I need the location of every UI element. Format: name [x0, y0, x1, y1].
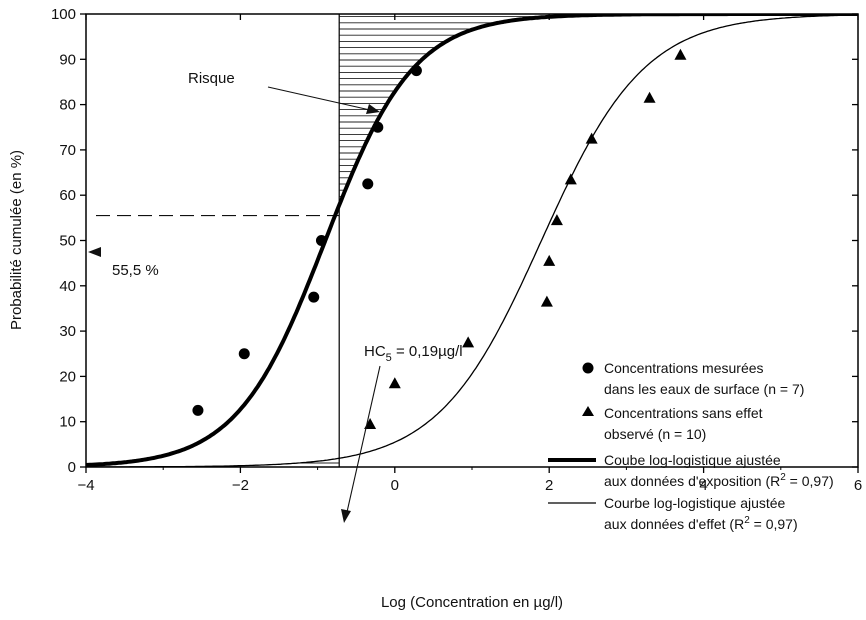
risk-label: Risque: [188, 70, 235, 87]
legend-item-4-line-2: aux données d'effet (R2 = 0,97): [604, 515, 798, 532]
x-tick-label: 6: [854, 477, 862, 494]
legend-item-4-line-1: Courbe log-logistique ajustée: [604, 495, 786, 511]
effect-curve: [86, 14, 858, 467]
measured-point: [410, 65, 422, 77]
hc5-arrow: [346, 365, 381, 513]
no-effect-point: [585, 132, 598, 144]
no-effect-point: [540, 295, 553, 307]
legend-item-2-line-2: observé (n = 10): [604, 426, 706, 442]
y-tick-label: 0: [68, 459, 76, 476]
y-tick-label: 70: [59, 142, 76, 159]
hc5-prefix: HC: [364, 343, 386, 360]
legend-item-4-sup: 2: [744, 515, 750, 526]
exposure-curve: [86, 14, 858, 467]
measured-point: [308, 291, 320, 303]
risk-arrow: [267, 86, 371, 111]
legend-item-1-line-2: dans les eaux de surface (n = 7): [604, 381, 804, 397]
data-points: [192, 48, 687, 429]
x-axis-title: Log (Concentration en µg/l): [381, 594, 563, 611]
y-tick-label: 30: [59, 323, 76, 340]
hc5-label: HC5 = 0,19µg/l: [364, 343, 463, 364]
legend-item-3-line-2: aux données d'exposition (R2 = 0,97): [604, 472, 834, 489]
measured-point: [192, 404, 204, 416]
legend-item-2-line-1: Concentrations sans effet: [604, 405, 763, 421]
no-effect-point: [388, 377, 401, 389]
x-tick-label: −2: [232, 477, 249, 494]
no-effect-point: [643, 91, 656, 103]
no-effect-point: [550, 214, 563, 226]
prob-label: 55,5 %: [112, 262, 159, 279]
measured-point: [238, 348, 250, 360]
no-effect-point: [462, 336, 475, 348]
no-effect-point: [564, 173, 577, 185]
legend-item-1-line-1: Concentrations mesurées: [604, 360, 764, 376]
y-tick-label: 80: [59, 97, 76, 114]
hc5-suffix: = 0,19µg/l: [392, 343, 463, 360]
y-axis-title: Probabilité cumulée (en %): [8, 150, 25, 330]
prob-arrowhead: [88, 247, 101, 257]
x-tick-label: −4: [77, 477, 94, 494]
legend-circle-marker: [582, 362, 594, 374]
legend-triangle-marker: [582, 406, 594, 416]
legend-item-3-text: aux données d'exposition (R: [604, 473, 780, 489]
x-tick-label: 0: [391, 477, 399, 494]
y-tick-label: 10: [59, 414, 76, 431]
measured-point: [372, 121, 384, 133]
no-effect-point: [364, 417, 377, 429]
legend-item-3-line-1: Coube log-logistique ajustée: [604, 452, 781, 468]
x-tick-label: 4: [699, 477, 707, 494]
risk-hatch-area: [298, 16, 553, 464]
y-tick-label: 60: [59, 187, 76, 204]
legend-item-3-tail: = 0,97): [786, 473, 834, 489]
y-tick-label: 90: [59, 51, 76, 68]
legend-item-4-text: aux données d'effet (R: [604, 516, 744, 532]
measured-point: [315, 235, 327, 246]
no-effect-point: [674, 48, 687, 60]
legend-item-4-tail: = 0,97): [750, 516, 798, 532]
hc5-subscript: 5: [386, 352, 392, 364]
y-tick-label: 40: [59, 278, 76, 295]
legend-item-3-sup: 2: [780, 472, 786, 483]
y-tick-label: 100: [51, 6, 76, 23]
y-tick-label: 20: [59, 368, 76, 385]
risk-arrowhead: [366, 104, 380, 114]
measured-point: [362, 178, 374, 190]
y-tick-label: 50: [59, 233, 76, 250]
no-effect-point: [543, 254, 556, 266]
hc5-arrowhead: [341, 509, 351, 523]
legend: Concentrations mesurées dans les eaux de…: [548, 360, 834, 532]
x-tick-label: 2: [545, 477, 553, 494]
